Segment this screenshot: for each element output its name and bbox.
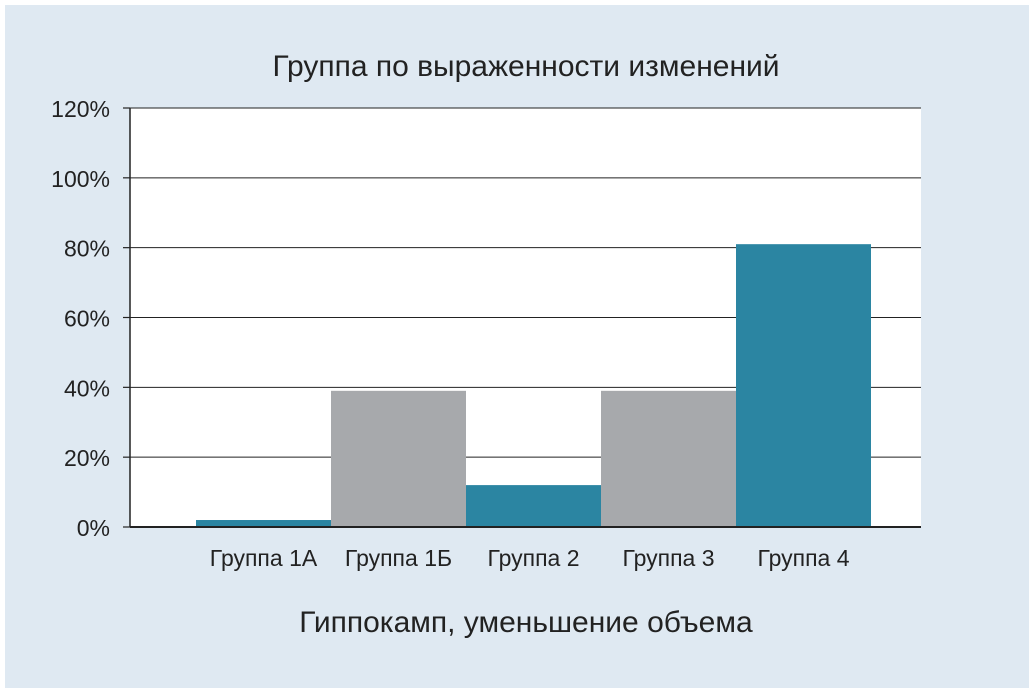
y-tick-label: 40% [64, 375, 110, 401]
x-category-label: Группа 2 [487, 545, 579, 571]
x-axis-label: Гиппокамп, уменьшение объема [299, 606, 753, 639]
bar-5 [736, 244, 871, 528]
x-category-label: Группа 4 [757, 545, 849, 571]
y-tick-label: 80% [64, 236, 110, 262]
y-tick-label: 0% [77, 515, 110, 541]
x-category-label: Группа 1Б [345, 545, 452, 571]
x-category-labels: Группа 1А Группа 1Б Группа 2 Группа 3 Группа… [210, 545, 850, 571]
bar-3 [466, 485, 601, 527]
bar-4 [601, 390, 736, 527]
x-category-label: Группа 3 [622, 545, 714, 571]
y-tick-label: 60% [64, 306, 110, 332]
axes [123, 107, 921, 528]
bar-1 [196, 520, 331, 527]
y-tick-label: 120% [51, 96, 110, 122]
y-tick-label: 100% [51, 166, 110, 192]
chart-title: Группа по выраженности изменений [272, 50, 779, 83]
bars [196, 244, 871, 528]
y-tick-labels: 0% 20% 40% 60% 80% 100% 120% [51, 96, 110, 541]
bar-2 [331, 390, 466, 527]
y-tick-label: 20% [64, 445, 110, 471]
x-category-label: Группа 1А [210, 545, 318, 571]
